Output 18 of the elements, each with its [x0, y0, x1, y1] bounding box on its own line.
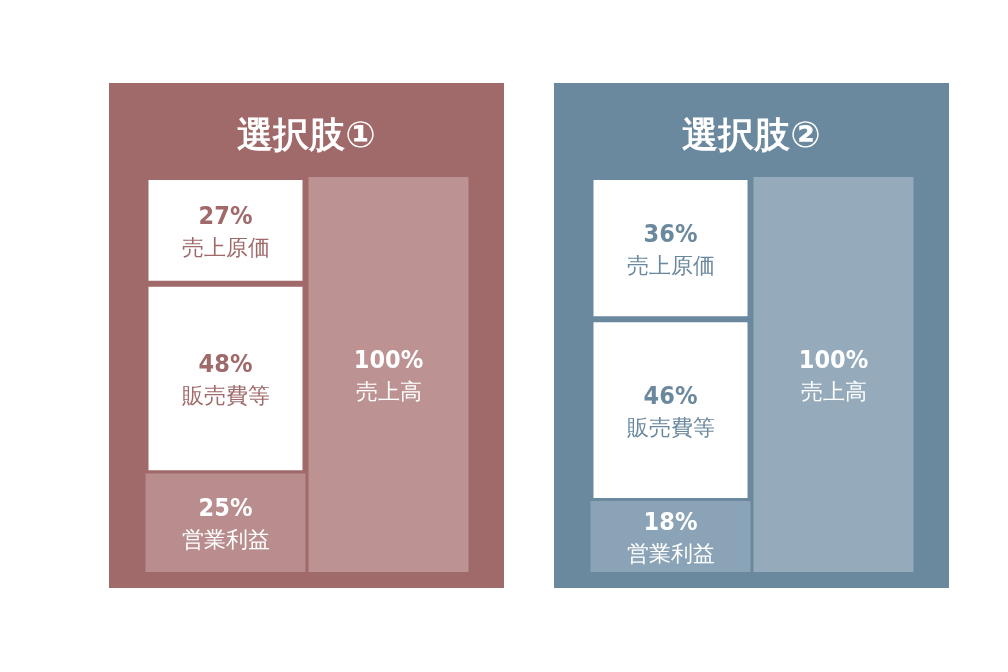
series-label: 営業利益: [181, 527, 270, 553]
data-label: 100%: [798, 345, 869, 374]
data-label: 48%: [198, 348, 253, 378]
series-label: 販売費等: [181, 382, 270, 408]
data-label: 27%: [198, 200, 253, 230]
data-label: 25%: [198, 493, 253, 523]
data-label: 36%: [643, 218, 698, 248]
chart-title: 選択肢②: [682, 113, 821, 155]
series-label: 販売費等: [626, 414, 715, 440]
series-label: 営業利益: [626, 540, 715, 566]
series-label: 売上原価: [626, 252, 715, 278]
chart-title: 選択肢①: [237, 113, 376, 155]
data-label: 46%: [643, 380, 698, 410]
series-label: 売上原価: [181, 234, 270, 260]
series-label: 売上高: [355, 379, 422, 404]
data-label: 18%: [643, 506, 698, 536]
data-label: 100%: [353, 345, 424, 374]
series-label: 売上高: [800, 379, 867, 404]
